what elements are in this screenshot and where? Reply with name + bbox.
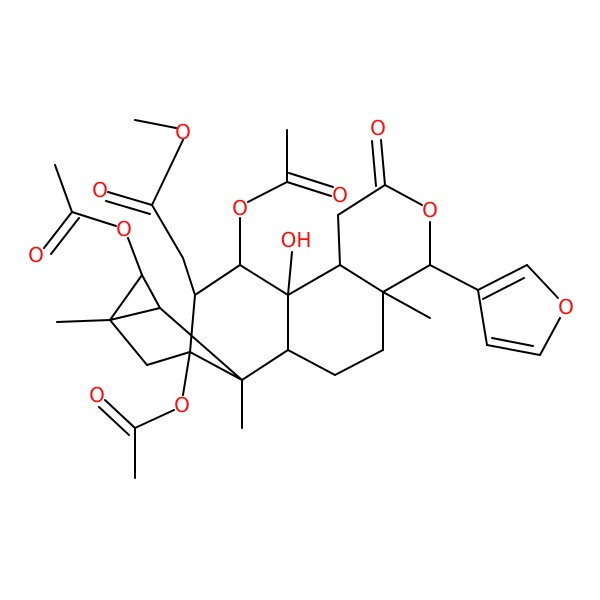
bonds bbox=[43, 119, 561, 479]
atom-label: O bbox=[422, 198, 438, 222]
atom-label: O bbox=[92, 178, 108, 202]
atom-label: O bbox=[89, 383, 105, 407]
atom-label: O bbox=[28, 243, 44, 267]
atom-labels: O O O OH O O O O O O O O bbox=[28, 116, 574, 417]
atom-label: O bbox=[558, 295, 574, 319]
atom-label: OH bbox=[281, 228, 312, 252]
atom-label: O bbox=[116, 217, 132, 241]
atom-label: O bbox=[232, 196, 248, 220]
atom-label: O bbox=[175, 120, 191, 144]
atom-label: O bbox=[370, 116, 386, 140]
atom-label: O bbox=[174, 393, 190, 417]
atom-label: O bbox=[332, 183, 348, 207]
